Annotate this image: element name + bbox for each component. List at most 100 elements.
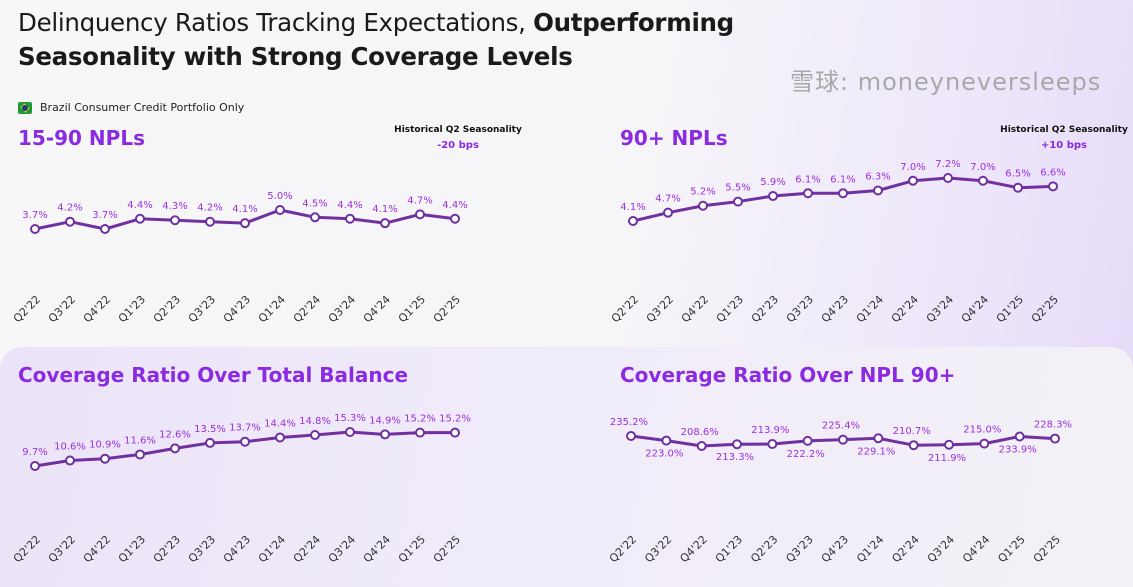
data-point xyxy=(450,213,460,224)
data-label: 4.7% xyxy=(407,195,432,206)
data-label: 215.0% xyxy=(963,425,1001,436)
x-tick-label: Q3'24 xyxy=(326,293,358,325)
data-point xyxy=(663,207,673,218)
data-label: 9.7% xyxy=(22,447,47,458)
data-point xyxy=(1014,431,1025,442)
x-tick-label: Q1'25 xyxy=(995,533,1027,565)
data-point xyxy=(415,427,425,438)
data-label: 235.2% xyxy=(610,417,648,428)
data-point xyxy=(240,436,250,447)
x-tick-label: Q1'24 xyxy=(256,533,288,565)
data-point xyxy=(838,188,848,199)
x-tick-label: Q3'24 xyxy=(924,293,956,325)
data-label: 6.1% xyxy=(795,174,820,185)
data-label: 6.3% xyxy=(865,171,890,182)
data-label: 12.6% xyxy=(159,429,191,440)
data-label: 14.9% xyxy=(369,415,401,426)
x-tick-label: Q4'23 xyxy=(221,533,253,565)
data-label: 225.4% xyxy=(822,421,860,432)
data-point xyxy=(838,434,848,445)
x-tick-label: Q2'23 xyxy=(151,533,183,565)
seasonality-label: Historical Q2 Seasonality xyxy=(1000,125,1128,135)
data-label: 14.4% xyxy=(264,418,296,429)
data-point xyxy=(802,435,813,446)
chart-title-90-npls: 90+ NPLs xyxy=(620,126,728,150)
data-label: 229.1% xyxy=(857,446,895,457)
data-point xyxy=(415,209,425,220)
x-tick-label: Q1'24 xyxy=(854,293,886,325)
data-label: 4.3% xyxy=(162,201,187,212)
x-tick-label: Q3'22 xyxy=(46,293,78,325)
bottom-panel xyxy=(0,347,1133,587)
x-tick-label: Q4'23 xyxy=(819,293,851,325)
data-label: 213.3% xyxy=(716,452,754,463)
x-tick-label: Q4'24 xyxy=(959,293,991,325)
data-label: 5.5% xyxy=(725,183,750,194)
data-label: 210.7% xyxy=(893,426,931,437)
data-label: 3.7% xyxy=(22,210,47,221)
brazil-flag-icon xyxy=(18,101,32,114)
x-tick-label: Q2'25 xyxy=(431,533,463,565)
data-point xyxy=(170,215,180,226)
data-point xyxy=(240,218,250,229)
data-label: 5.9% xyxy=(760,177,785,188)
data-point xyxy=(345,213,355,224)
x-tick-label: Q4'23 xyxy=(221,293,253,325)
data-label: 228.3% xyxy=(1034,420,1072,431)
data-label: 222.2% xyxy=(787,449,825,460)
data-point xyxy=(696,441,707,451)
data-point xyxy=(205,437,215,448)
x-tick-label: Q4'22 xyxy=(677,533,709,565)
chart-title-coverage-npl90: Coverage Ratio Over NPL 90+ xyxy=(620,363,956,387)
watermark: 雪球: moneyneversleeps xyxy=(790,68,1102,96)
x-tick-label: Q1'24 xyxy=(854,533,886,565)
x-tick-label: Q3'23 xyxy=(783,533,815,565)
x-tick-label: Q2'23 xyxy=(749,293,781,325)
x-tick-label: Q1'24 xyxy=(256,293,288,325)
data-point xyxy=(100,453,110,464)
x-tick-label: Q2'25 xyxy=(431,293,463,325)
data-point xyxy=(979,438,990,449)
data-label: 4.4% xyxy=(442,200,467,211)
chart-title-15-90-npls: 15-90 NPLs xyxy=(18,126,145,150)
data-point xyxy=(1013,182,1023,193)
x-tick-label: Q2'25 xyxy=(1031,533,1063,565)
x-tick-label: Q3'22 xyxy=(644,293,676,325)
x-tick-label: Q1'25 xyxy=(396,533,428,565)
x-tick-label: Q3'24 xyxy=(925,533,957,565)
data-point xyxy=(626,431,636,441)
x-tick-label: Q1'25 xyxy=(994,293,1026,325)
data-point xyxy=(698,200,708,211)
data-label: 11.6% xyxy=(124,435,156,446)
data-point xyxy=(30,461,40,471)
data-point xyxy=(978,175,988,186)
data-point xyxy=(275,205,285,215)
x-tick-label: Q1'23 xyxy=(713,533,745,565)
data-point xyxy=(732,439,742,450)
data-point xyxy=(380,218,390,229)
x-tick-label: Q4'24 xyxy=(361,293,393,325)
x-tick-label: Q3'23 xyxy=(186,533,218,565)
data-point xyxy=(275,432,285,443)
data-point xyxy=(803,188,813,199)
data-point xyxy=(135,449,145,460)
chart-title-coverage-total: Coverage Ratio Over Total Balance xyxy=(18,363,409,387)
x-tick-label: Q4'22 xyxy=(81,293,113,325)
data-label: 4.2% xyxy=(57,203,82,214)
x-tick-label: Q2'25 xyxy=(1029,293,1061,325)
data-label: 10.9% xyxy=(89,440,121,451)
x-tick-label: Q3'22 xyxy=(46,533,78,565)
seasonality-note-2: Historical Q2 Seasonality +10 bps xyxy=(984,125,1133,151)
data-label: 223.0% xyxy=(645,449,683,460)
x-tick-label: Q2'22 xyxy=(609,293,641,325)
data-point xyxy=(908,440,919,451)
data-label: 4.1% xyxy=(372,204,397,215)
x-tick-label: Q4'22 xyxy=(81,533,113,565)
data-label: 13.5% xyxy=(194,424,226,435)
data-label: 6.6% xyxy=(1040,167,1065,178)
x-tick-label: Q2'24 xyxy=(889,293,921,325)
data-label: 211.9% xyxy=(928,453,966,464)
data-point xyxy=(450,427,460,438)
x-tick-label: Q4'24 xyxy=(361,533,393,565)
